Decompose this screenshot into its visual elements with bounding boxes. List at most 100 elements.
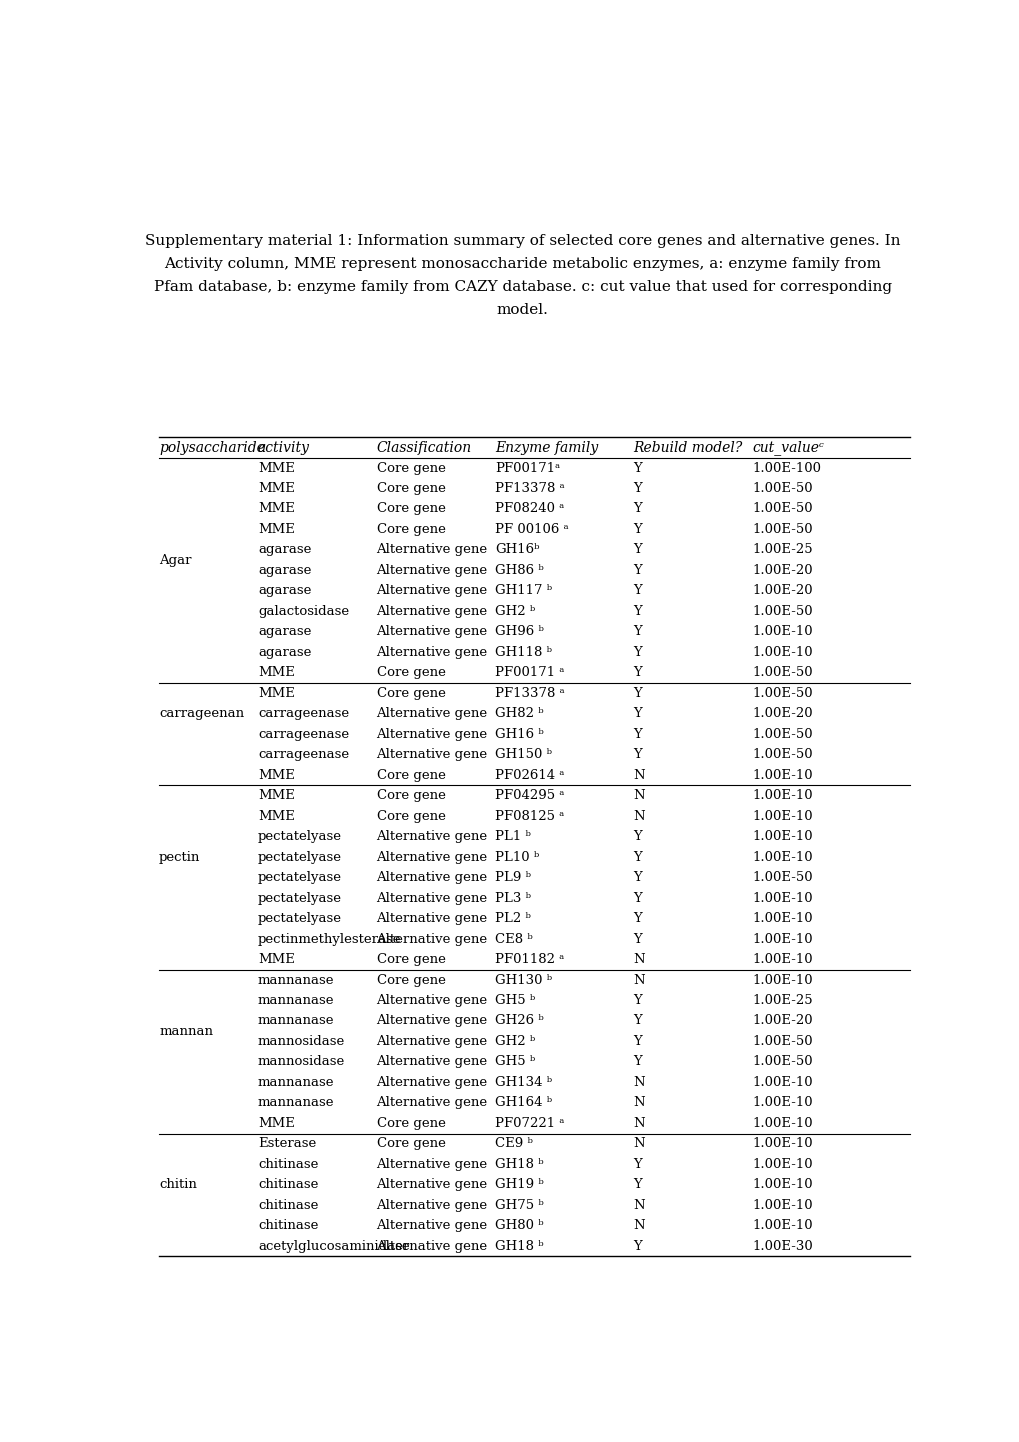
Text: PF07221 ᵃ: PF07221 ᵃ <box>494 1118 564 1131</box>
Text: 1.00E-10: 1.00E-10 <box>751 973 812 986</box>
Text: Core gene: Core gene <box>376 769 445 782</box>
Text: Esterase: Esterase <box>258 1138 316 1151</box>
Text: carrageenan: carrageenan <box>159 707 244 720</box>
Text: PF08240 ᵃ: PF08240 ᵃ <box>494 502 564 515</box>
Text: mannosidase: mannosidase <box>258 1035 344 1048</box>
Text: 1.00E-10: 1.00E-10 <box>751 1096 812 1109</box>
Text: GH18 ᵇ: GH18 ᵇ <box>494 1158 543 1171</box>
Text: pectatelyase: pectatelyase <box>258 913 341 926</box>
Text: Alternative gene: Alternative gene <box>376 1220 487 1233</box>
Text: Y: Y <box>633 544 642 557</box>
Text: 1.00E-10: 1.00E-10 <box>751 809 812 823</box>
Text: Core gene: Core gene <box>376 1138 445 1151</box>
Text: CE9 ᵇ: CE9 ᵇ <box>494 1138 533 1151</box>
Text: carrageenase: carrageenase <box>258 728 348 741</box>
Text: GH134 ᵇ: GH134 ᵇ <box>494 1076 551 1089</box>
Text: Y: Y <box>633 523 642 536</box>
Text: Y: Y <box>633 1015 642 1028</box>
Text: 1.00E-100: 1.00E-100 <box>751 461 820 474</box>
Text: Core gene: Core gene <box>376 482 445 495</box>
Text: N: N <box>633 1076 644 1089</box>
Text: 1.00E-50: 1.00E-50 <box>751 502 812 515</box>
Text: agarase: agarase <box>258 646 311 659</box>
Text: Rebuild model?: Rebuild model? <box>633 441 742 454</box>
Text: N: N <box>633 1096 644 1109</box>
Text: 1.00E-50: 1.00E-50 <box>751 666 812 679</box>
Text: MME: MME <box>258 789 294 802</box>
Text: Alternative gene: Alternative gene <box>376 1076 487 1089</box>
Text: agarase: agarase <box>258 626 311 639</box>
Text: N: N <box>633 1138 644 1151</box>
Text: acetylglucosaminidase: acetylglucosaminidase <box>258 1240 410 1253</box>
Text: PF00171 ᵃ: PF00171 ᵃ <box>494 666 564 679</box>
Text: Alternative gene: Alternative gene <box>376 1158 487 1171</box>
Text: mannanase: mannanase <box>258 1015 334 1028</box>
Text: Alternative gene: Alternative gene <box>376 1056 487 1069</box>
Text: mannanase: mannanase <box>258 973 334 986</box>
Text: 1.00E-10: 1.00E-10 <box>751 851 812 864</box>
Text: GH16 ᵇ: GH16 ᵇ <box>494 728 543 741</box>
Text: Y: Y <box>633 564 642 577</box>
Text: Y: Y <box>633 626 642 639</box>
Text: Y: Y <box>633 707 642 720</box>
Text: mannosidase: mannosidase <box>258 1056 344 1069</box>
Text: PF02614 ᵃ: PF02614 ᵃ <box>494 769 564 782</box>
Text: GH86 ᵇ: GH86 ᵇ <box>494 564 543 577</box>
Text: GH26 ᵇ: GH26 ᵇ <box>494 1015 543 1028</box>
Text: GH150 ᵇ: GH150 ᵇ <box>494 748 551 761</box>
Text: Enzyme family: Enzyme family <box>494 441 598 454</box>
Text: MME: MME <box>258 953 294 966</box>
Text: Y: Y <box>633 646 642 659</box>
Text: MME: MME <box>258 502 294 515</box>
Text: N: N <box>633 769 644 782</box>
Text: Alternative gene: Alternative gene <box>376 1240 487 1253</box>
Text: Y: Y <box>633 584 642 597</box>
Text: 1.00E-20: 1.00E-20 <box>751 1015 812 1028</box>
Text: Y: Y <box>633 1035 642 1048</box>
Text: PF01182 ᵃ: PF01182 ᵃ <box>494 953 564 966</box>
Text: 1.00E-10: 1.00E-10 <box>751 1118 812 1131</box>
Text: Alternative gene: Alternative gene <box>376 728 487 741</box>
Text: Alternative gene: Alternative gene <box>376 1096 487 1109</box>
Text: Alternative gene: Alternative gene <box>376 544 487 557</box>
Text: Y: Y <box>633 994 642 1007</box>
Text: MME: MME <box>258 523 294 536</box>
Text: 1.00E-20: 1.00E-20 <box>751 707 812 720</box>
Text: Core gene: Core gene <box>376 523 445 536</box>
Text: PF13378 ᵃ: PF13378 ᵃ <box>494 686 565 699</box>
Text: Y: Y <box>633 913 642 926</box>
Text: 1.00E-10: 1.00E-10 <box>751 1158 812 1171</box>
Text: 1.00E-10: 1.00E-10 <box>751 891 812 904</box>
Text: GH2 ᵇ: GH2 ᵇ <box>494 1035 535 1048</box>
Text: Y: Y <box>633 1178 642 1191</box>
Text: pectatelyase: pectatelyase <box>258 831 341 844</box>
Text: 1.00E-50: 1.00E-50 <box>751 686 812 699</box>
Text: Alternative gene: Alternative gene <box>376 1198 487 1211</box>
Text: 1.00E-10: 1.00E-10 <box>751 626 812 639</box>
Text: pectin: pectin <box>159 851 201 864</box>
Text: PF 00106 ᵃ: PF 00106 ᵃ <box>494 523 569 536</box>
Text: MME: MME <box>258 482 294 495</box>
Text: 1.00E-10: 1.00E-10 <box>751 1178 812 1191</box>
Text: Alternative gene: Alternative gene <box>376 933 487 946</box>
Text: chitinase: chitinase <box>258 1178 318 1191</box>
Text: PL9 ᵇ: PL9 ᵇ <box>494 871 531 884</box>
Text: GH19 ᵇ: GH19 ᵇ <box>494 1178 543 1191</box>
Text: activity: activity <box>258 441 310 454</box>
Text: 1.00E-10: 1.00E-10 <box>751 646 812 659</box>
Text: chitin: chitin <box>159 1178 197 1191</box>
Text: galactosidase: galactosidase <box>258 604 348 617</box>
Text: chitinase: chitinase <box>258 1220 318 1233</box>
Text: GH75 ᵇ: GH75 ᵇ <box>494 1198 543 1211</box>
Text: GH118 ᵇ: GH118 ᵇ <box>494 646 551 659</box>
Text: Y: Y <box>633 604 642 617</box>
Text: Core gene: Core gene <box>376 686 445 699</box>
Text: 1.00E-50: 1.00E-50 <box>751 748 812 761</box>
Text: Core gene: Core gene <box>376 666 445 679</box>
Text: Alternative gene: Alternative gene <box>376 646 487 659</box>
Text: 1.00E-50: 1.00E-50 <box>751 1056 812 1069</box>
Text: MME: MME <box>258 1118 294 1131</box>
Text: 1.00E-10: 1.00E-10 <box>751 1138 812 1151</box>
Text: Y: Y <box>633 502 642 515</box>
Text: polysaccharide: polysaccharide <box>159 441 265 454</box>
